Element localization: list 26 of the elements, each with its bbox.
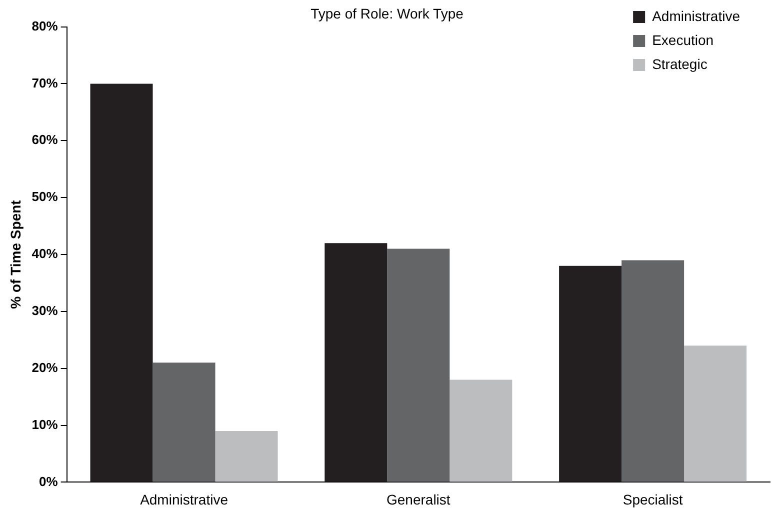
y-axis-title: % of Time Spent bbox=[7, 200, 24, 309]
x-tick-label: Generalist bbox=[386, 491, 450, 508]
x-tick-label: Administrative bbox=[140, 491, 228, 508]
bar bbox=[559, 266, 622, 482]
bar bbox=[90, 84, 153, 482]
x-tick-label: Specialist bbox=[622, 491, 683, 508]
y-tick-label: 80% bbox=[32, 18, 58, 34]
y-tick-label: 10% bbox=[32, 416, 58, 432]
legend-label: Strategic bbox=[652, 56, 708, 72]
legend-label: Administrative bbox=[652, 8, 740, 24]
y-tick-label: 50% bbox=[32, 189, 58, 204]
y-tick-label: 30% bbox=[32, 303, 58, 318]
y-tick-label: 60% bbox=[32, 132, 58, 148]
bar bbox=[215, 430, 278, 482]
bar bbox=[622, 260, 684, 482]
y-tick-label: 20% bbox=[32, 360, 58, 375]
bar bbox=[684, 346, 747, 482]
legend-label: Execution bbox=[652, 32, 714, 48]
bar bbox=[387, 248, 450, 482]
y-tick-label: 40% bbox=[32, 246, 58, 262]
y-tick-label: 0% bbox=[39, 474, 58, 489]
bar bbox=[324, 243, 388, 482]
chart-title: Type of Role: Work Type bbox=[310, 5, 464, 22]
y-tick-label: 70% bbox=[32, 75, 58, 90]
bar bbox=[450, 380, 512, 482]
bar bbox=[152, 362, 216, 482]
